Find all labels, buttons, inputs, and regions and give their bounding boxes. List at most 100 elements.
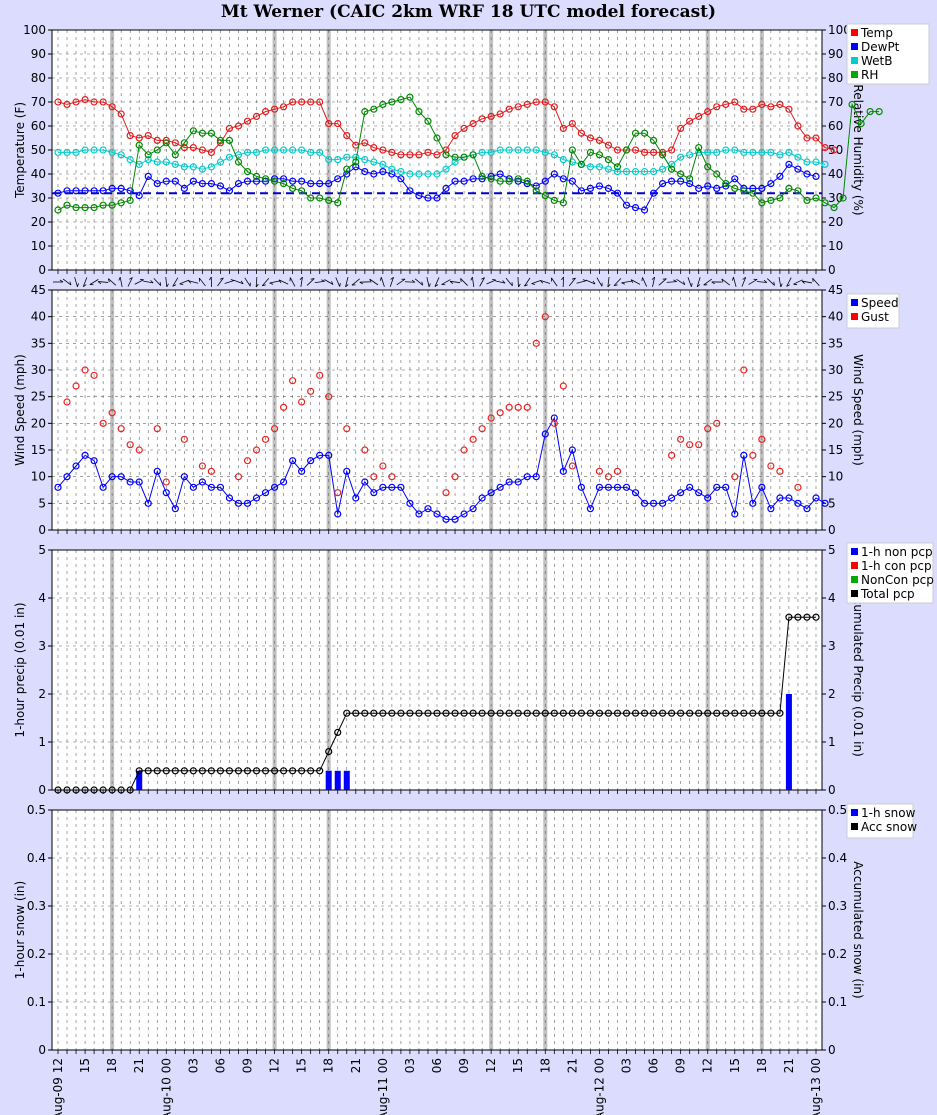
data-point	[559, 709, 567, 717]
legend-swatch	[851, 57, 858, 64]
wind-direction-arrow	[531, 279, 542, 285]
data-point	[189, 144, 197, 152]
data-point	[758, 483, 766, 491]
data-point	[81, 786, 89, 794]
arrow-shaft	[450, 280, 461, 284]
data-point	[189, 177, 197, 185]
data-point	[677, 709, 685, 717]
legend-box	[846, 23, 930, 85]
data-point	[90, 204, 98, 212]
x-tick-label: 15	[511, 1058, 525, 1073]
data-point	[180, 435, 188, 443]
x-tick-label: Aug-09 12	[51, 1058, 65, 1115]
data-point	[523, 473, 531, 481]
data-point	[577, 483, 585, 491]
arrow-shaft	[756, 281, 767, 283]
data-point	[550, 103, 558, 111]
arrow-shaft	[380, 277, 385, 287]
data-point	[198, 180, 206, 188]
data-point	[686, 117, 694, 125]
data-point	[270, 177, 279, 185]
x-tick-label: Aug-12 00	[592, 1058, 606, 1115]
wind-direction-arrow	[165, 276, 169, 288]
data-point	[63, 786, 71, 794]
data-point	[261, 107, 270, 116]
data-point	[776, 709, 784, 717]
data-point	[307, 457, 315, 465]
data-point	[144, 132, 152, 140]
data-point	[604, 483, 613, 491]
data-point	[325, 119, 333, 128]
data-point	[595, 136, 604, 144]
arrow-head	[773, 281, 775, 286]
data-point	[469, 505, 477, 513]
data-point	[577, 129, 585, 137]
data-point	[812, 158, 820, 166]
data-point	[713, 483, 721, 491]
arrow-head	[249, 282, 251, 287]
data-point	[532, 339, 540, 347]
data-point	[541, 192, 549, 200]
data-point	[207, 129, 216, 137]
data-point	[767, 505, 775, 513]
data-point	[216, 767, 225, 775]
data-point	[740, 451, 748, 459]
y-tick-label: 30	[31, 363, 46, 377]
data-point	[343, 165, 351, 173]
data-point	[370, 473, 378, 481]
data-point	[379, 100, 387, 109]
arrow-shaft	[134, 279, 144, 285]
data-point	[370, 170, 378, 178]
arrow-shaft	[89, 279, 99, 285]
data-point	[361, 168, 369, 176]
data-point	[361, 478, 369, 486]
y2-tick-label: 0	[828, 263, 836, 277]
data-point	[99, 201, 107, 209]
data-point	[415, 107, 423, 116]
data-point	[731, 510, 739, 518]
data-point	[72, 462, 80, 470]
arrow-head	[731, 277, 734, 281]
legend-swatch	[851, 71, 858, 78]
data-point	[740, 184, 748, 192]
data-point	[577, 160, 585, 168]
wind-direction-arrow	[703, 278, 712, 286]
arrow-shaft	[278, 279, 289, 285]
data-point	[307, 767, 315, 775]
data-point	[794, 499, 802, 507]
data-point	[81, 146, 89, 154]
data-point	[352, 163, 360, 171]
data-point	[631, 129, 640, 137]
x-tick-label: 21	[565, 1058, 579, 1073]
wind-direction-arrow	[641, 277, 648, 287]
series-line-speed	[57, 416, 826, 520]
arrow-head	[339, 282, 341, 287]
data-point	[595, 483, 604, 491]
data-point	[668, 709, 676, 717]
arrow-head	[269, 282, 274, 285]
data-point	[108, 103, 116, 111]
data-point	[261, 435, 270, 443]
y2-axis-label: Accumulated snow (in)	[851, 861, 865, 998]
arrow-head	[97, 281, 102, 285]
wind-direction-arrow	[379, 277, 385, 287]
wind-direction-arrow	[198, 277, 206, 287]
data-point	[550, 151, 558, 159]
data-point	[225, 136, 234, 144]
data-point	[550, 414, 558, 422]
data-point	[785, 613, 793, 621]
arrow-head	[172, 284, 177, 287]
data-point	[153, 146, 161, 154]
wind-direction-arrow	[134, 278, 144, 285]
arrow-head	[481, 277, 485, 280]
legend-label: Gust	[861, 310, 889, 324]
legend-box	[846, 542, 934, 604]
data-point	[117, 184, 125, 192]
data-point	[415, 151, 423, 159]
x-tick-label: 15	[728, 1058, 742, 1073]
y2-tick-label: 100	[828, 23, 851, 37]
wind-direction-arrow	[118, 276, 123, 287]
data-point	[749, 499, 757, 507]
data-point	[397, 175, 405, 183]
